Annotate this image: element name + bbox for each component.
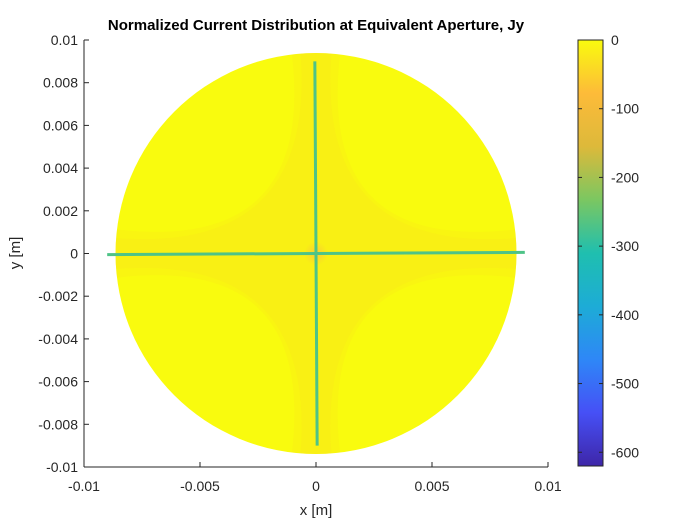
x-tick-label: -0.01 [68,478,100,494]
horizontal-current-line [107,250,525,257]
y-tick-label: 0.008 [43,75,78,91]
y-axis-label: y [m] [7,237,24,270]
y-tick-label: -0.006 [38,374,78,390]
colorbar-tick-label: -500 [611,376,639,392]
colorbar: 0 -100 -200 -300 -400 -500 -600 [577,32,639,467]
colorbar-fill [577,39,604,467]
y-tick-label: 0.006 [43,117,78,133]
x-tick-label: 0 [312,478,320,494]
colorbar-tick-label: -200 [611,169,639,185]
x-tick-label: 0.005 [414,478,449,494]
y-tick-label: 0.002 [43,203,78,219]
y-tick-label: 0.004 [43,160,78,176]
y-tick-label: -0.01 [46,459,78,475]
colorbar-tick-label: -400 [611,307,639,323]
y-tick-label: 0.01 [51,32,78,48]
x-tick-label: -0.005 [180,478,220,494]
chart-title: Normalized Current Distribution at Equiv… [108,17,525,34]
colorbar-tick-label: -300 [611,238,639,254]
colorbar-tick-label: -100 [611,101,639,117]
x-tick-label: 0.01 [534,478,561,494]
y-tick-label: -0.004 [38,331,78,347]
y-tick-label: -0.002 [38,288,78,304]
x-axis-ticks: -0.01 -0.005 0 0.005 0.01 [68,462,562,494]
colorbar-ticks: 0 -100 -200 -300 -400 -500 -600 [578,32,639,460]
colorbar-tick-label: -600 [611,444,639,460]
x-axis-label: x [m] [300,502,333,519]
y-tick-label: -0.008 [38,416,78,432]
plot-area [107,53,525,454]
colorbar-tick-label: 0 [611,32,619,48]
y-tick-label: 0 [70,246,78,262]
y-axis-ticks: 0.01 0.008 0.006 0.004 0.002 0 -0.002 -0.004 -0.… [38,32,89,475]
